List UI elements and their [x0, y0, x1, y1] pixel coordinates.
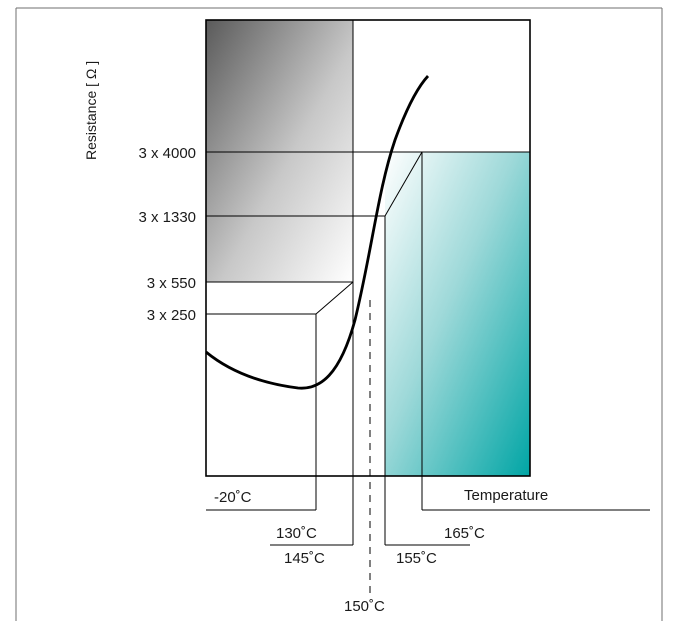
- reference-lines: [206, 20, 650, 546]
- label-3x250: 3 x 250: [147, 307, 196, 324]
- y-axis-title: Resistance [ Ω ]: [83, 61, 99, 160]
- label-155c: 155˚C: [396, 550, 437, 567]
- x-axis-title: Temperature: [464, 487, 548, 504]
- label-150c: 150˚C: [344, 598, 385, 615]
- label-3x1330: 3 x 1330: [138, 209, 196, 226]
- label-3x550: 3 x 550: [147, 275, 196, 292]
- label-minus-20c: -20˚C: [214, 489, 252, 506]
- label-130c: 130˚C: [276, 525, 317, 542]
- label-3x4000: 3 x 4000: [138, 145, 196, 162]
- gray-shaded-area: [206, 20, 353, 282]
- teal-shaded-area: [385, 152, 530, 476]
- label-145c: 145˚C: [284, 550, 325, 567]
- resistance-curve: [205, 75, 430, 390]
- plot-border: [205, 19, 531, 477]
- label-165c: 165˚C: [444, 525, 485, 542]
